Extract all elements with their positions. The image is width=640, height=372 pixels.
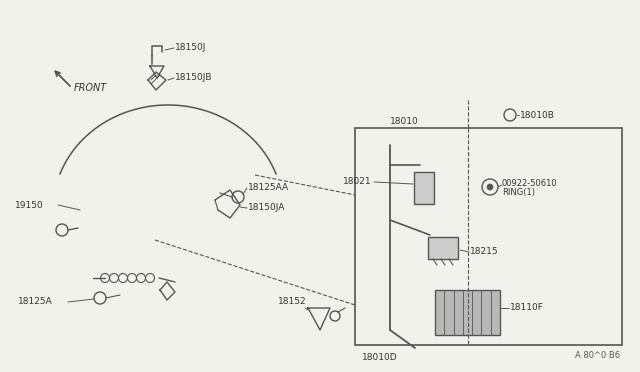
Text: 18125A: 18125A <box>18 298 52 307</box>
Text: A 80^0 B6: A 80^0 B6 <box>575 351 620 360</box>
Bar <box>428 237 458 259</box>
Text: 19150: 19150 <box>15 201 44 209</box>
Text: 18010D: 18010D <box>362 353 398 362</box>
Text: 18150JA: 18150JA <box>248 203 285 212</box>
Text: 18021: 18021 <box>344 177 372 186</box>
Text: 18215: 18215 <box>470 247 499 257</box>
Text: 18150JB: 18150JB <box>175 74 212 83</box>
Text: RING(1): RING(1) <box>502 189 535 198</box>
Bar <box>435 290 500 335</box>
Bar <box>355 128 622 345</box>
Text: FRONT: FRONT <box>74 83 108 93</box>
Text: 18125AA: 18125AA <box>248 183 289 192</box>
Text: 18110F: 18110F <box>510 304 544 312</box>
Circle shape <box>487 184 493 190</box>
Text: 18010: 18010 <box>390 118 419 126</box>
Text: 00922-50610: 00922-50610 <box>502 179 557 187</box>
Text: 18150J: 18150J <box>175 44 206 52</box>
Text: 18010B: 18010B <box>520 110 555 119</box>
Bar <box>414 172 434 204</box>
Text: 18152: 18152 <box>278 298 307 307</box>
